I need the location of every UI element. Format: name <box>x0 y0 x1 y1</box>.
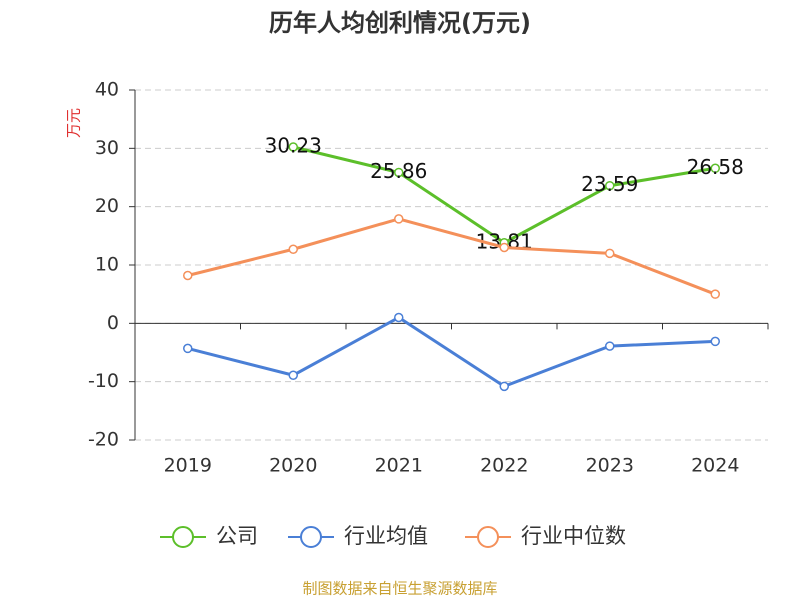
legend-label: 行业中位数 <box>521 524 626 548</box>
y-tick-label: 0 <box>107 312 119 334</box>
data-label: 25.86 <box>370 159 427 183</box>
data-point <box>183 343 193 354</box>
data-label: 30.23 <box>265 133 322 157</box>
legend-marker <box>300 526 322 548</box>
data-point <box>394 312 404 323</box>
data-point <box>605 248 615 259</box>
legend-marker <box>477 526 499 548</box>
data-point <box>605 180 615 191</box>
data-point <box>183 270 193 281</box>
data-point <box>499 381 509 392</box>
data-point <box>499 242 509 253</box>
x-tick-label: 2023 <box>586 455 634 477</box>
data-point <box>288 244 298 254</box>
legend-marker <box>172 526 194 548</box>
legend-label: 行业均值 <box>344 524 428 548</box>
data-label: 26.58 <box>687 155 744 179</box>
data-point <box>394 167 404 178</box>
y-tick-label: -10 <box>88 370 119 392</box>
legend-label: 公司 <box>216 524 258 548</box>
data-point <box>605 341 615 351</box>
x-tick-label: 2024 <box>691 455 739 477</box>
data-point <box>710 163 720 174</box>
source-note: 制图数据来自恒生聚源数据库 <box>302 580 497 598</box>
series-line <box>187 217 716 296</box>
y-axis-label: 万元 <box>65 108 83 138</box>
data-point <box>710 336 720 347</box>
data-point <box>288 370 298 380</box>
y-tick-label: 30 <box>95 137 119 159</box>
y-tick-label: 20 <box>95 195 119 217</box>
y-tick-label: 40 <box>95 79 119 101</box>
data-label: 23.59 <box>581 172 638 196</box>
y-tick-label: -20 <box>88 429 119 451</box>
data-point <box>394 214 404 224</box>
data-point <box>288 142 298 152</box>
x-tick-label: 2019 <box>164 455 212 477</box>
chart-title: 历年人均创利情况(万元) <box>269 9 531 37</box>
x-tick-label: 2021 <box>375 455 423 477</box>
x-tick-label: 2020 <box>269 455 317 477</box>
data-point <box>710 289 720 299</box>
y-tick-label: 10 <box>95 254 119 276</box>
series-line <box>187 315 716 389</box>
x-tick-label: 2022 <box>480 455 528 477</box>
